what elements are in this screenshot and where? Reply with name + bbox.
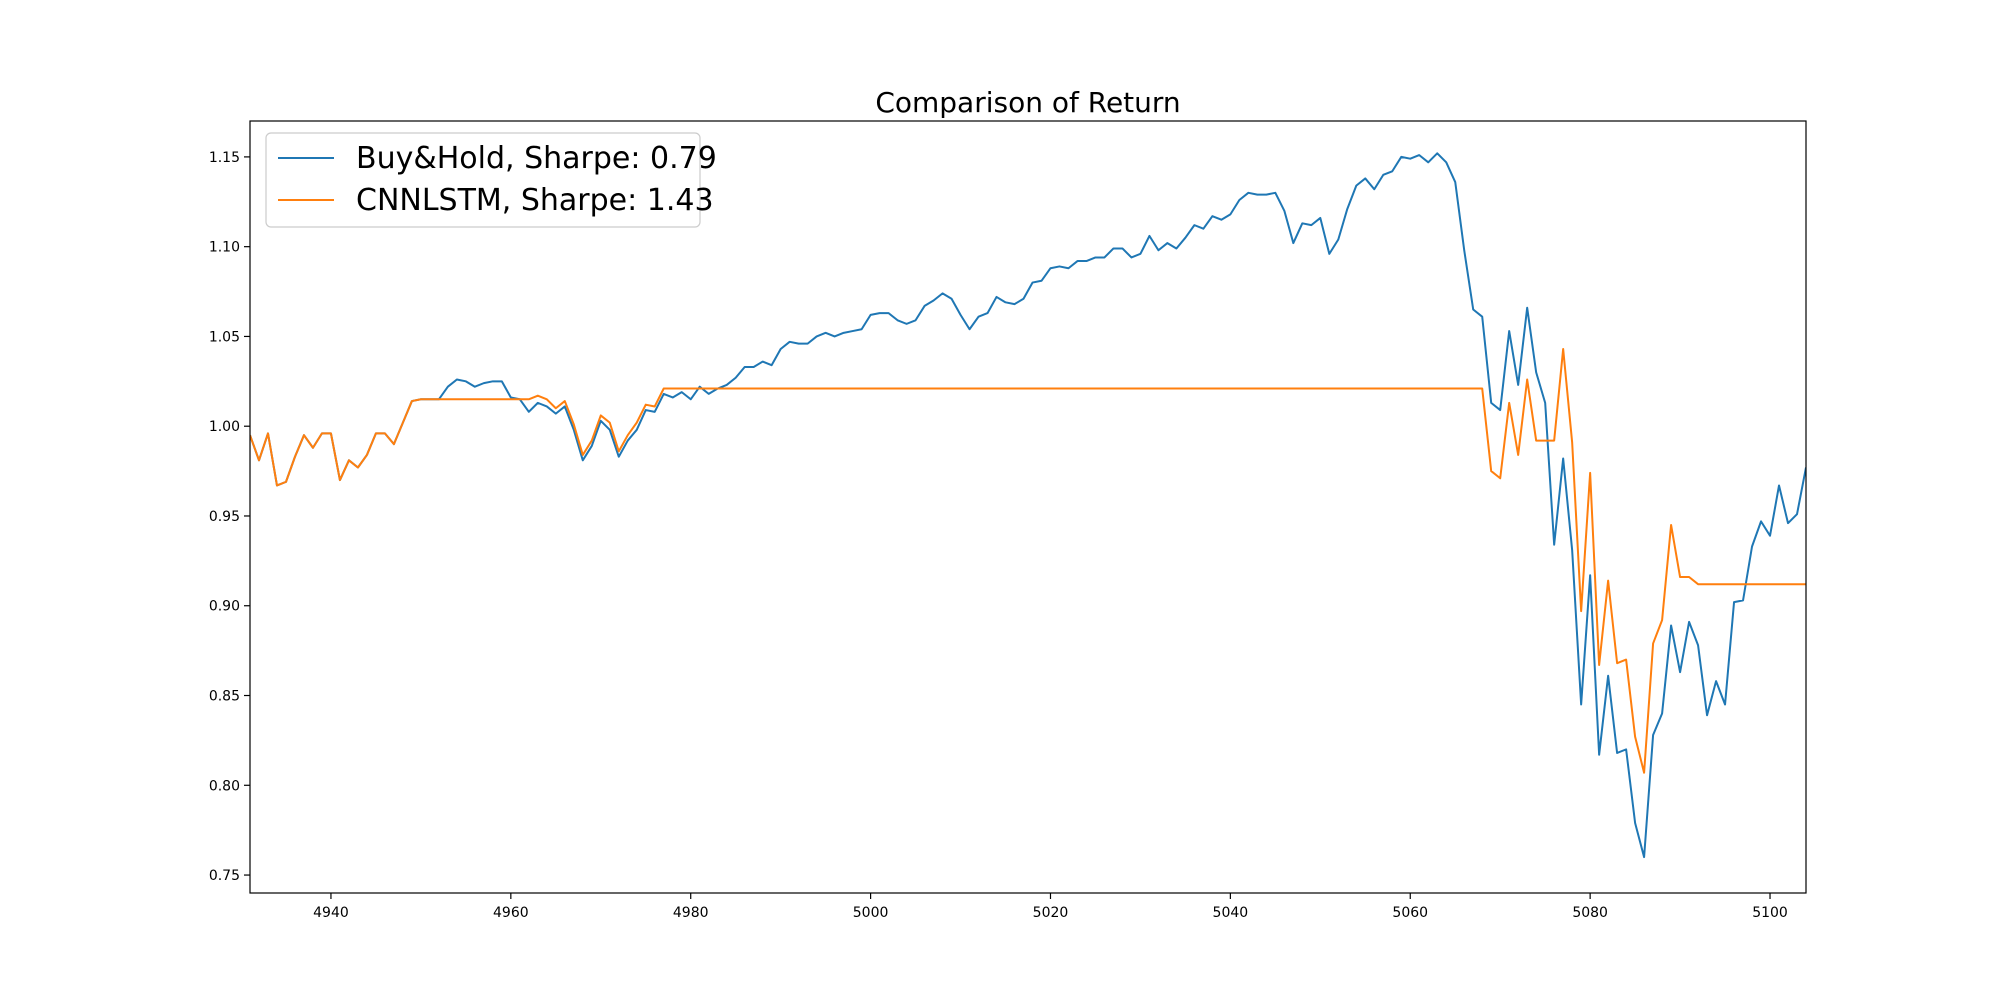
series-line-1 — [250, 152, 1806, 859]
legend: Buy&Hold, Sharpe: 0.79 CNNLSTM, Sharpe: 1… — [265, 132, 717, 228]
y-tick-label: 0.75 — [209, 868, 240, 884]
x-tick-label: 5040 — [1213, 905, 1249, 921]
x-tick-label: 4960 — [493, 905, 529, 921]
x-tick-label: 5020 — [1033, 905, 1069, 921]
legend-label-2: CNNLSTM, Sharpe: 1.43 — [356, 183, 714, 218]
y-tick-label: 0.90 — [209, 599, 240, 615]
series-layer — [250, 152, 1806, 859]
y-tick-label: 1.05 — [209, 329, 240, 345]
y-tick-label: 0.85 — [209, 689, 240, 705]
axes-layer: 4940 4960 4980 5000 5020 5040 5060 5080 5100 0.75… — [209, 120, 1807, 921]
y-tick-label: 1.10 — [209, 240, 240, 256]
y-tick-label: 0.80 — [209, 778, 240, 794]
x-tick-label: 4940 — [313, 905, 349, 921]
y-tick-label: 1.15 — [209, 150, 240, 166]
plot-frame — [249, 120, 1807, 894]
x-tick-label: 5080 — [1572, 905, 1608, 921]
y-tick-label: 0.95 — [209, 509, 240, 525]
series-line-2 — [250, 348, 1806, 774]
x-tick-label: 5000 — [853, 905, 889, 921]
x-tick-label: 5060 — [1392, 905, 1428, 921]
x-tick-label: 5100 — [1752, 905, 1788, 921]
x-tick-label: 4980 — [673, 905, 709, 921]
y-tick-label: 1.00 — [209, 419, 240, 435]
legend-box — [265, 132, 701, 228]
chart-title: Comparison of Return — [875, 86, 1180, 119]
legend-label-1: Buy&Hold, Sharpe: 0.79 — [356, 141, 717, 176]
